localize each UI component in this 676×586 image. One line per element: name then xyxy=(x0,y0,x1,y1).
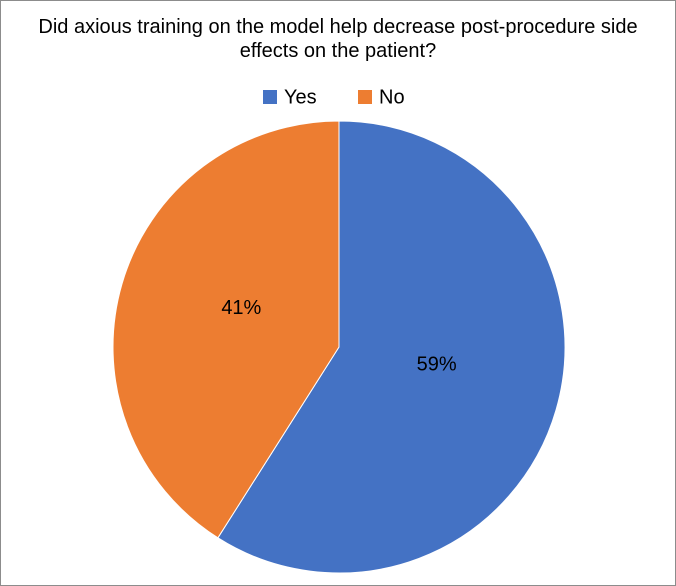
legend-swatch xyxy=(358,90,372,104)
legend-label: No xyxy=(379,86,405,108)
pie-slice xyxy=(112,120,340,539)
legend-swatch xyxy=(263,90,277,104)
pie-slice xyxy=(217,120,566,574)
legend-label: Yes xyxy=(284,86,317,108)
data-label: 59% xyxy=(417,354,457,376)
chart-title: Did axious training on the model help de… xyxy=(38,16,638,62)
data-label: 41% xyxy=(221,297,261,319)
